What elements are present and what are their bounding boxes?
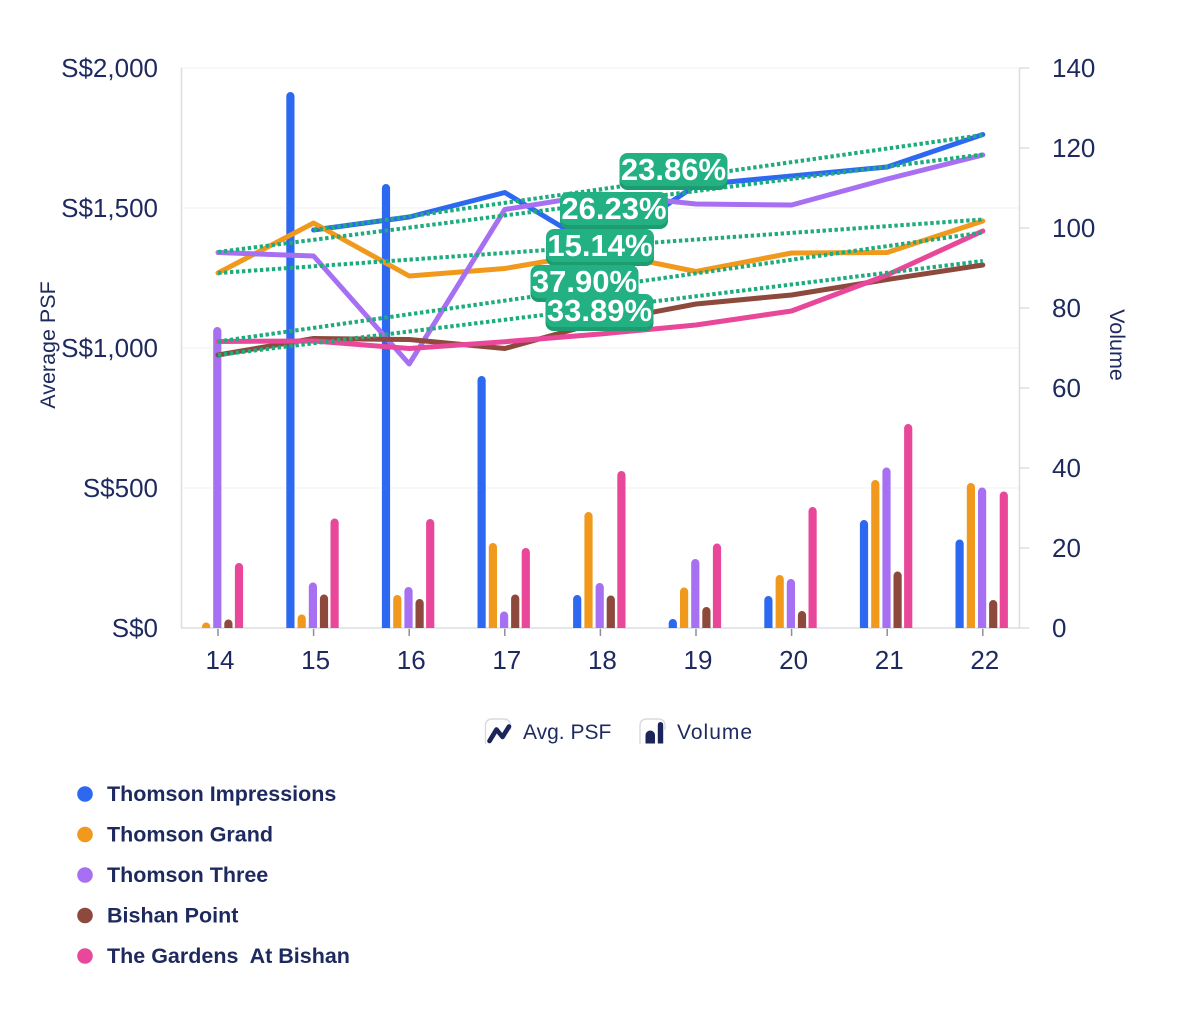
- svg-text:80: 80: [1052, 293, 1081, 323]
- svg-text:120: 120: [1052, 133, 1095, 163]
- svg-text:100: 100: [1052, 213, 1095, 243]
- svg-text:37.90%: 37.90%: [532, 264, 637, 299]
- svg-text:23.86%: 23.86%: [621, 152, 726, 187]
- svg-text:15.14%: 15.14%: [547, 228, 652, 263]
- svg-text:Avg. PSF: Avg. PSF: [523, 721, 611, 744]
- svg-text:S$2,000: S$2,000: [61, 53, 158, 83]
- svg-text:17: 17: [492, 645, 521, 675]
- svg-text:Bishan Point: Bishan Point: [107, 904, 238, 928]
- svg-text:19: 19: [684, 645, 713, 675]
- svg-text:S$0: S$0: [112, 613, 158, 643]
- svg-text:The Gardens At Bishan: The Gardens At Bishan: [107, 944, 350, 968]
- svg-text:Volume: Volume: [1105, 309, 1129, 381]
- svg-text:40: 40: [1052, 453, 1081, 483]
- svg-text:22: 22: [970, 645, 999, 675]
- svg-text:15: 15: [301, 645, 330, 675]
- svg-text:Thomson Grand: Thomson Grand: [107, 823, 273, 847]
- svg-text:0: 0: [1052, 613, 1066, 643]
- svg-text:Volume: Volume: [677, 721, 753, 744]
- svg-text:Thomson Three: Thomson Three: [107, 863, 268, 887]
- svg-text:26.23%: 26.23%: [561, 191, 666, 226]
- svg-text:14: 14: [206, 645, 235, 675]
- svg-text:S$1,000: S$1,000: [61, 333, 158, 363]
- svg-text:S$500: S$500: [83, 473, 158, 503]
- svg-text:Thomson Impressions: Thomson Impressions: [107, 782, 336, 806]
- svg-text:Average PSF: Average PSF: [36, 281, 60, 408]
- svg-text:20: 20: [1052, 533, 1081, 563]
- svg-text:33.89%: 33.89%: [547, 293, 652, 328]
- svg-text:21: 21: [875, 645, 904, 675]
- svg-text:16: 16: [397, 645, 426, 675]
- svg-text:140: 140: [1052, 53, 1095, 83]
- svg-text:60: 60: [1052, 373, 1081, 403]
- svg-text:S$1,500: S$1,500: [61, 193, 158, 223]
- svg-text:20: 20: [779, 645, 808, 675]
- svg-text:18: 18: [588, 645, 617, 675]
